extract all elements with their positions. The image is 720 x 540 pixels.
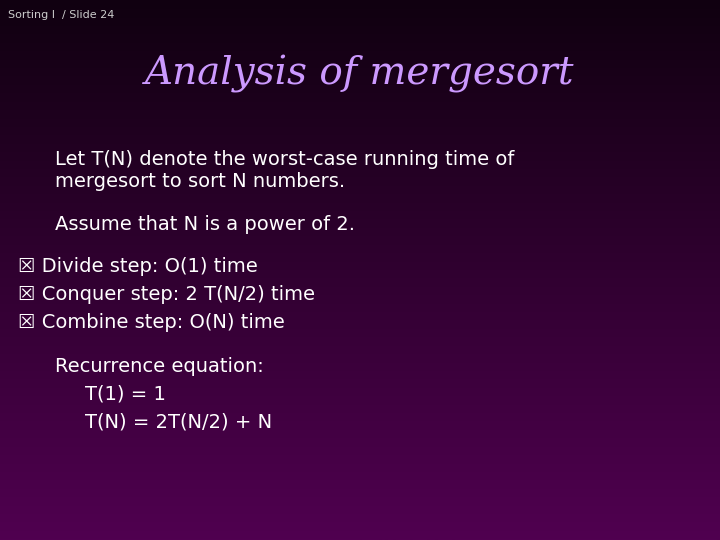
Text: ☒ Conquer step: 2 T(N/2) time: ☒ Conquer step: 2 T(N/2) time [18, 285, 315, 304]
Text: T(N) = 2T(N/2) + N: T(N) = 2T(N/2) + N [85, 412, 272, 431]
Text: Let T(N) denote the worst-case running time of: Let T(N) denote the worst-case running t… [55, 150, 514, 169]
Text: ☒ Combine step: O(N) time: ☒ Combine step: O(N) time [18, 313, 284, 332]
Text: ☒ Divide step: O(1) time: ☒ Divide step: O(1) time [18, 257, 258, 276]
Text: Analysis of mergesort: Analysis of mergesort [145, 55, 575, 93]
Text: Sorting I  / Slide 24: Sorting I / Slide 24 [8, 10, 114, 20]
Text: Recurrence equation:: Recurrence equation: [55, 357, 264, 376]
Text: mergesort to sort N numbers.: mergesort to sort N numbers. [55, 172, 345, 191]
Text: Assume that N is a power of 2.: Assume that N is a power of 2. [55, 215, 355, 234]
Text: T(1) = 1: T(1) = 1 [85, 385, 166, 404]
